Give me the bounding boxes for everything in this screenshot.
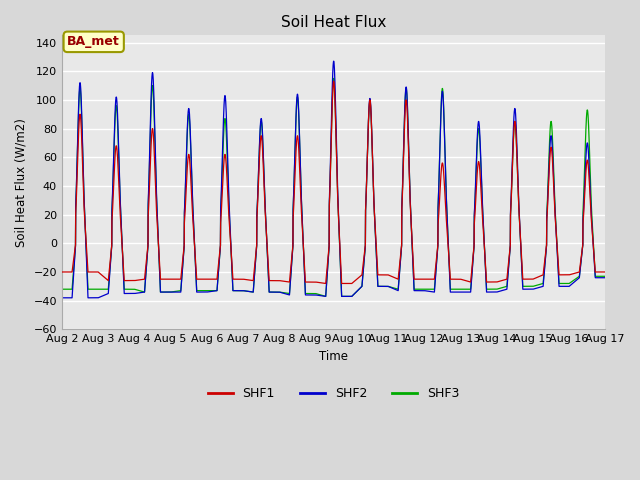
- Text: BA_met: BA_met: [67, 36, 120, 48]
- Legend: SHF1, SHF2, SHF3: SHF1, SHF2, SHF3: [202, 383, 465, 406]
- X-axis label: Time: Time: [319, 350, 348, 363]
- Y-axis label: Soil Heat Flux (W/m2): Soil Heat Flux (W/m2): [15, 118, 28, 247]
- Title: Soil Heat Flux: Soil Heat Flux: [281, 15, 387, 30]
